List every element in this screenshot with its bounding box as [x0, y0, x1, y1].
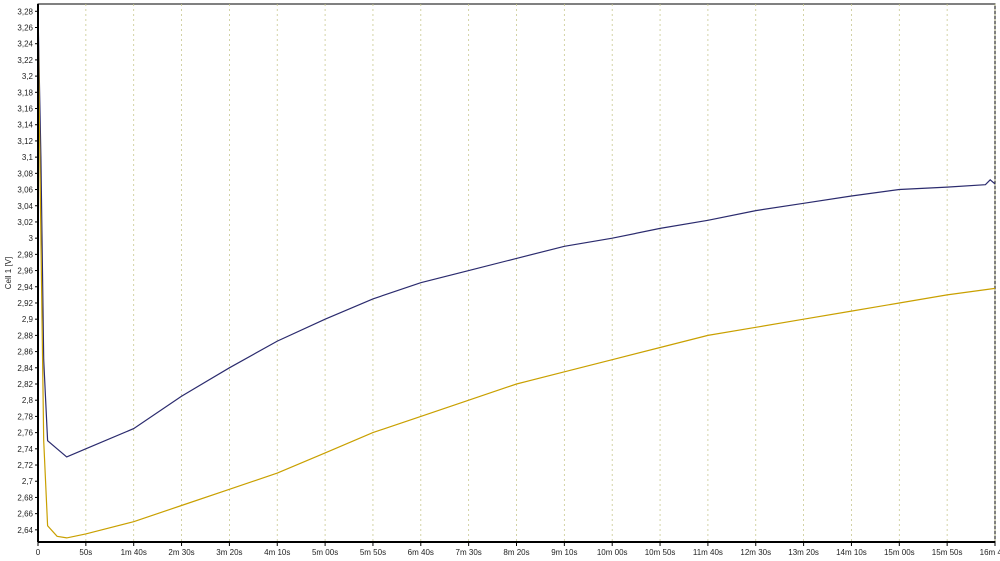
- x-tick-label: 14m 10s: [836, 548, 867, 557]
- y-tick-label: 2,96: [17, 267, 33, 276]
- x-tick-label: 0: [36, 548, 41, 557]
- y-tick-label: 2,66: [17, 510, 33, 519]
- y-tick-label: 2,88: [17, 331, 33, 340]
- y-tick-label: 3: [29, 234, 34, 243]
- y-tick-label: 2,86: [17, 348, 33, 357]
- y-tick-label: 2,76: [17, 429, 33, 438]
- y-tick-label: 3,04: [17, 202, 33, 211]
- y-tick-label: 2,74: [17, 445, 33, 454]
- plot-area: [37, 3, 996, 543]
- y-tick-label: 3,26: [17, 23, 33, 32]
- x-tick-label: 12m 30s: [740, 548, 771, 557]
- series-line-1: [37, 11, 996, 539]
- y-axis-label: Cell 1 [V]: [4, 257, 13, 289]
- y-tick-label: 2,7: [22, 477, 34, 486]
- y-tick-label: 3,08: [17, 169, 33, 178]
- y-tick-label: 2,92: [17, 299, 33, 308]
- y-tick-label: 2,64: [17, 526, 33, 535]
- x-tick-label: 7m 30s: [456, 548, 482, 557]
- y-tick-label: 2,8: [22, 396, 34, 405]
- x-tick-label: 15m 50s: [932, 548, 963, 557]
- y-tick-label: 3,22: [17, 56, 33, 65]
- y-tick-label: 3,24: [17, 40, 33, 49]
- y-tick-label: 3,16: [17, 105, 33, 114]
- y-tick-label: 3,28: [17, 7, 33, 16]
- y-tick-label: 2,98: [17, 250, 33, 259]
- y-tick-label: 2,94: [17, 283, 33, 292]
- x-tick-label: 4m 10s: [264, 548, 290, 557]
- y-tick-label: 2,72: [17, 461, 33, 470]
- series-line-0: [37, 11, 996, 458]
- y-tick-label: 2,82: [17, 380, 33, 389]
- x-tick-label: 13m 20s: [788, 548, 819, 557]
- y-tick-label: 2,84: [17, 364, 33, 373]
- y-tick-label: 3,2: [22, 72, 34, 81]
- y-tick-label: 3,18: [17, 88, 33, 97]
- x-tick-label: 2m 30s: [168, 548, 194, 557]
- y-tick-label: 2,9: [22, 315, 34, 324]
- x-tick-label: 11m 40s: [693, 548, 723, 557]
- y-tick-label: 3,02: [17, 218, 33, 227]
- x-tick-label: 3m 20s: [216, 548, 242, 557]
- x-tick-label: 10m 50s: [645, 548, 676, 557]
- x-tick-label: 50s: [79, 548, 92, 557]
- x-tick-label: 9m 10s: [551, 548, 577, 557]
- x-tick-label: 16m 40s: [980, 548, 1000, 557]
- y-tick-label: 2,68: [17, 493, 33, 502]
- y-tick-label: 3,12: [17, 137, 33, 146]
- x-tick-label: 10m 00s: [597, 548, 628, 557]
- y-tick-label: 3,1: [22, 153, 34, 162]
- y-tick-label: 3,06: [17, 186, 33, 195]
- x-tick-label: 8m 20s: [503, 548, 529, 557]
- x-tick-label: 15m 00s: [884, 548, 915, 557]
- x-tick-label: 5m 00s: [312, 548, 338, 557]
- y-tick-label: 3,14: [17, 121, 33, 130]
- x-tick-label: 1m 40s: [121, 548, 147, 557]
- x-tick-label: 6m 40s: [408, 548, 434, 557]
- x-tick-label: 5m 50s: [360, 548, 386, 557]
- y-tick-label: 2,78: [17, 412, 33, 421]
